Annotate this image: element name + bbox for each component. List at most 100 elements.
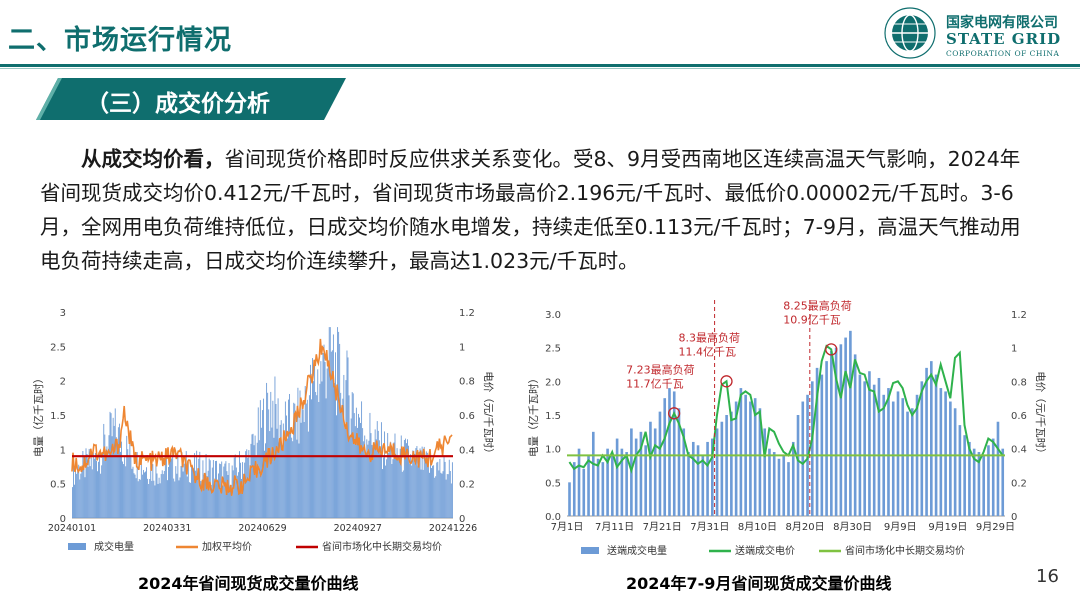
y-tick-label: 1.5 (50, 411, 66, 422)
volume-bar (299, 390, 301, 518)
y-axis-label: 电量（亿千瓦时） (527, 373, 540, 457)
annotation-label: 7.23最高负荷 (626, 362, 695, 376)
volume-bar (649, 421, 652, 516)
volume-bar (351, 392, 353, 518)
legend-label: 成交电量 (94, 540, 134, 553)
volume-bar (419, 448, 421, 518)
volume-bar (572, 462, 576, 516)
volume-bar (406, 443, 407, 518)
volume-bar (407, 439, 408, 518)
volume-bar (317, 369, 319, 518)
volume-bar (128, 457, 130, 518)
volume-bar (217, 480, 218, 518)
volume-bar (247, 457, 249, 518)
volume-bar (180, 465, 182, 518)
section-banner (36, 78, 346, 120)
volume-bar (257, 407, 259, 518)
volume-bar (392, 459, 394, 518)
volume-bar (147, 478, 149, 518)
volume-bar (449, 471, 451, 518)
x-tick-label: 7月21日 (643, 521, 682, 533)
y2-tick-label: 1.2 (1011, 310, 1027, 321)
volume-bar (432, 465, 434, 518)
volume-bar (896, 391, 900, 516)
page-title: 二、市场运行情况 (8, 25, 232, 56)
volume-bar (73, 458, 74, 518)
volume-bar (270, 391, 272, 518)
volume-bar (949, 401, 952, 516)
volume-bar (75, 468, 77, 518)
volume-bar (373, 445, 375, 518)
volume-bar (658, 411, 662, 516)
volume-bar (787, 462, 790, 516)
volume-bar (153, 480, 155, 518)
volume-bar (901, 398, 905, 516)
volume-bar (141, 474, 143, 518)
volume-bar (156, 473, 158, 518)
volume-bar (89, 466, 91, 518)
volume-bar (84, 477, 86, 518)
volume-bar (313, 381, 315, 518)
x-tick-label: 8月20日 (785, 521, 824, 533)
volume-bar (639, 431, 643, 516)
volume-bar (109, 411, 111, 518)
volume-bar (227, 474, 229, 518)
volume-bar (338, 331, 340, 518)
volume-bar (173, 478, 175, 518)
volume-bar (245, 451, 247, 518)
volume-bar (653, 428, 657, 516)
volume-bar (210, 485, 212, 518)
y2-tick-label: 0.2 (1011, 478, 1027, 489)
legend-label: 送端成交电量 (607, 544, 667, 557)
volume-bar (74, 484, 75, 518)
volume-bar (291, 437, 293, 518)
volume-bar (611, 455, 614, 516)
legend-label: 送端成交电价 (735, 544, 795, 557)
volume-bar (174, 481, 176, 518)
volume-bar (104, 434, 106, 518)
volume-bar (108, 435, 110, 518)
volume-bar (768, 448, 771, 516)
volume-bar (318, 402, 320, 518)
y2-tick-label: 0.4 (459, 445, 475, 456)
volume-bar (230, 485, 232, 518)
volume-bar (94, 452, 96, 518)
volume-bar (186, 476, 188, 518)
volume-bar (277, 398, 279, 518)
volume-bar (443, 456, 445, 518)
volume-bar (319, 383, 321, 518)
volume-bar (280, 420, 282, 518)
volume-bar (235, 467, 237, 518)
volume-bar (715, 428, 719, 516)
annual-volume-price-chart: 0 0.5 1 1.5 2 2.5 3 0 0.2 0.4 0.6 0.8 1 1.2 电量（亿千瓦时） 电价… (32, 308, 495, 553)
volume-bar (625, 452, 628, 516)
volume-bar (682, 428, 686, 516)
volume-bar (439, 459, 441, 518)
volume-bar (162, 474, 164, 518)
volume-bar (441, 473, 443, 518)
volume-bar (315, 391, 317, 518)
volume-bar (175, 466, 177, 518)
volume-bar (325, 398, 327, 518)
volume-bar (118, 423, 120, 518)
volume-bar (155, 464, 157, 518)
volume-bar (972, 448, 976, 516)
volume-bar (91, 469, 93, 518)
volume-bar (248, 450, 250, 518)
volume-bar (105, 454, 107, 518)
volume-bar (350, 418, 352, 518)
volume-bar (126, 435, 128, 518)
y-tick-label: 1.0 (545, 445, 561, 456)
volume-bar (423, 446, 425, 518)
volume-bar (777, 458, 781, 516)
volume-bar (172, 452, 174, 518)
x-tick-label: 7月11日 (595, 521, 634, 533)
volume-bar (438, 470, 440, 518)
volume-bar (178, 480, 180, 518)
volume-bar (399, 448, 401, 518)
send-price-line (568, 344, 1004, 474)
volume-bar (368, 440, 370, 518)
volume-bar (321, 381, 323, 518)
volume-bar (375, 439, 377, 518)
volume-bar (165, 458, 167, 518)
